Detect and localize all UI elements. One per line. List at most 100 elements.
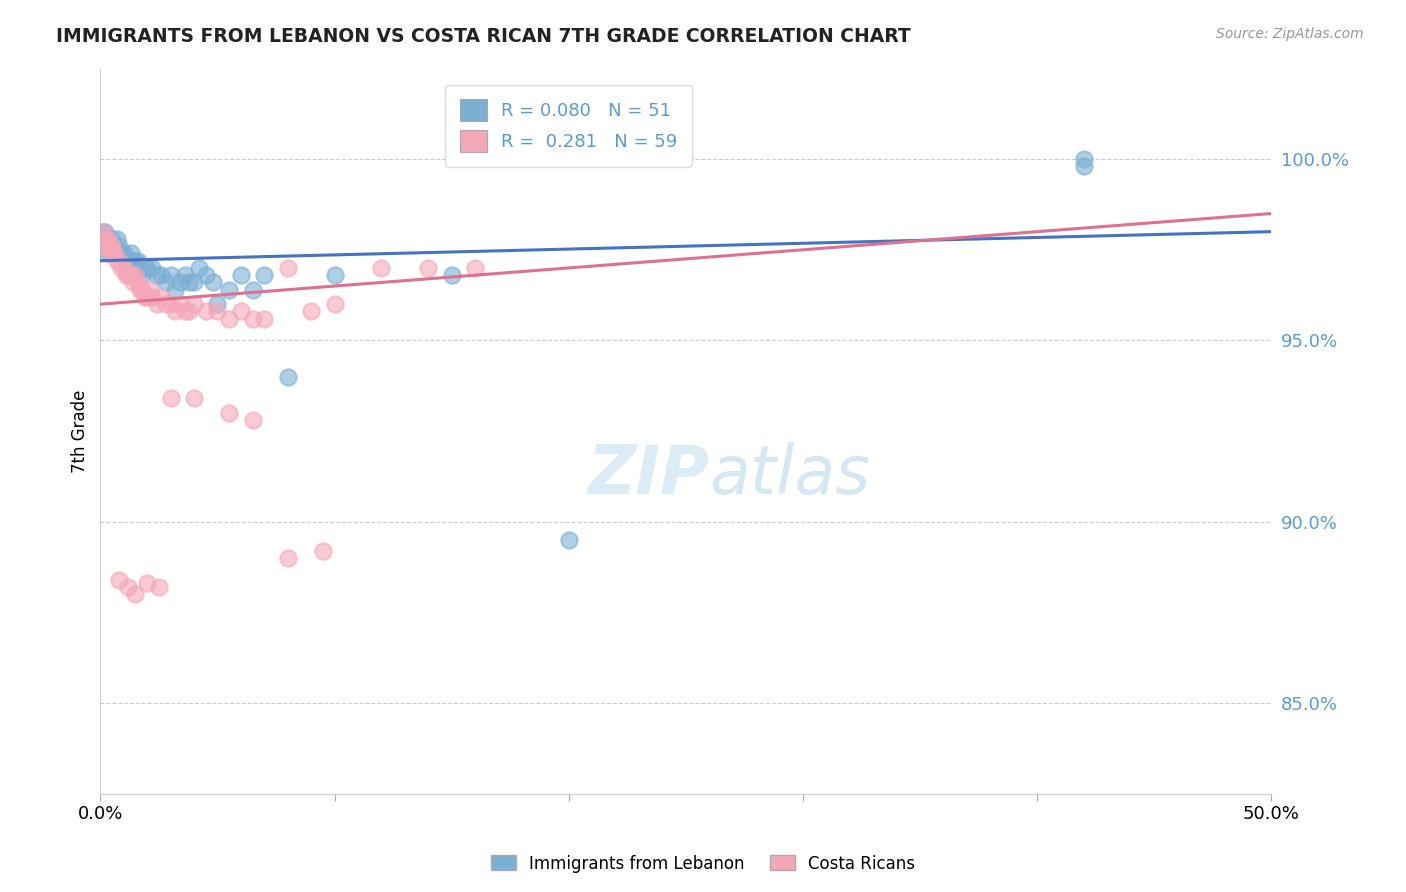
- Point: [1073, 160, 1095, 174]
- Point: [98, 246, 121, 260]
- Point: [1073, 152, 1095, 166]
- Point: [323, 268, 346, 283]
- Text: ZIP: ZIP: [588, 442, 709, 508]
- Point: [312, 543, 335, 558]
- Point: [124, 587, 146, 601]
- Point: [103, 239, 125, 253]
- Point: [96, 239, 118, 253]
- Text: IMMIGRANTS FROM LEBANON VS COSTA RICAN 7TH GRADE CORRELATION CHART: IMMIGRANTS FROM LEBANON VS COSTA RICAN 7…: [56, 27, 911, 45]
- Point: [101, 232, 124, 246]
- Point: [117, 580, 139, 594]
- Point: [155, 276, 177, 290]
- Point: [136, 290, 159, 304]
- Point: [277, 260, 299, 275]
- Point: [229, 304, 252, 318]
- Point: [110, 246, 132, 260]
- Point: [96, 239, 118, 253]
- Point: [179, 276, 201, 290]
- Point: [136, 576, 159, 591]
- Point: [138, 283, 160, 297]
- Point: [187, 260, 209, 275]
- Point: [150, 268, 173, 283]
- Point: [131, 283, 153, 297]
- Point: [94, 225, 117, 239]
- Text: Source: ZipAtlas.com: Source: ZipAtlas.com: [1216, 27, 1364, 41]
- Point: [277, 369, 299, 384]
- Point: [253, 268, 276, 283]
- Point: [105, 232, 128, 246]
- Point: [150, 290, 173, 304]
- Point: [145, 297, 167, 311]
- Point: [134, 260, 156, 275]
- Point: [122, 276, 145, 290]
- Point: [122, 253, 145, 268]
- Point: [124, 268, 146, 283]
- Point: [194, 304, 217, 318]
- Point: [115, 268, 138, 283]
- Point: [159, 268, 181, 283]
- Point: [440, 268, 463, 283]
- Point: [98, 239, 121, 253]
- Point: [165, 283, 187, 297]
- Point: [94, 232, 117, 246]
- Point: [141, 290, 163, 304]
- Point: [159, 392, 181, 406]
- Point: [173, 304, 195, 318]
- Point: [370, 260, 392, 275]
- Point: [96, 232, 118, 246]
- Point: [110, 260, 132, 275]
- Legend: R = 0.080   N = 51, R =  0.281   N = 59: R = 0.080 N = 51, R = 0.281 N = 59: [446, 85, 692, 167]
- Point: [131, 268, 153, 283]
- Point: [194, 268, 217, 283]
- Point: [115, 253, 138, 268]
- Point: [108, 239, 131, 253]
- Point: [141, 260, 163, 275]
- Point: [159, 297, 181, 311]
- Legend: Immigrants from Lebanon, Costa Ricans: Immigrants from Lebanon, Costa Ricans: [484, 848, 922, 880]
- Point: [98, 239, 121, 253]
- Point: [169, 297, 191, 311]
- Point: [242, 311, 264, 326]
- Point: [98, 246, 121, 260]
- Point: [218, 406, 240, 420]
- Point: [91, 232, 114, 246]
- Point: [557, 533, 579, 547]
- Point: [229, 268, 252, 283]
- Point: [165, 304, 187, 318]
- Point: [101, 239, 124, 253]
- Y-axis label: 7th Grade: 7th Grade: [72, 390, 89, 473]
- Point: [179, 304, 201, 318]
- Point: [127, 253, 149, 268]
- Point: [145, 268, 167, 283]
- Point: [155, 297, 177, 311]
- Point: [120, 246, 142, 260]
- Point: [108, 573, 131, 587]
- Point: [253, 311, 276, 326]
- Point: [117, 253, 139, 268]
- Point: [207, 304, 229, 318]
- Point: [91, 232, 114, 246]
- Point: [173, 268, 195, 283]
- Point: [129, 260, 152, 275]
- Point: [96, 246, 118, 260]
- Point: [183, 276, 205, 290]
- Point: [129, 283, 152, 297]
- Point: [108, 253, 131, 268]
- Point: [323, 297, 346, 311]
- Point: [91, 225, 114, 239]
- Point: [183, 392, 205, 406]
- Point: [120, 268, 142, 283]
- Point: [207, 297, 229, 311]
- Point: [148, 580, 170, 594]
- Point: [101, 239, 124, 253]
- Point: [418, 260, 440, 275]
- Point: [117, 268, 139, 283]
- Point: [124, 253, 146, 268]
- Point: [169, 276, 191, 290]
- Point: [91, 225, 114, 239]
- Point: [96, 232, 118, 246]
- Point: [94, 232, 117, 246]
- Point: [277, 551, 299, 566]
- Point: [127, 276, 149, 290]
- Point: [112, 246, 135, 260]
